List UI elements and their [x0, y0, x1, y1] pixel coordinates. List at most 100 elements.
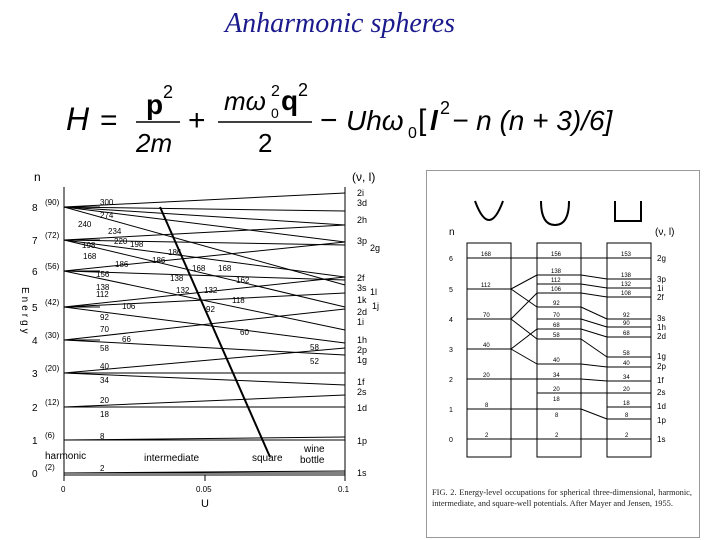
- state-label: 1j: [372, 301, 379, 311]
- formula-p-exp: 2: [163, 82, 173, 102]
- col2-number: 112: [551, 278, 561, 284]
- level-number: 92: [100, 313, 109, 322]
- occupation: (56): [45, 262, 60, 271]
- level-number: 112: [96, 290, 109, 299]
- state-label: 1k: [357, 295, 367, 305]
- level-number: 186: [168, 248, 182, 257]
- right-energy-diagram: n (ν, l) 6 5 4 3 2 1 0 168 112 70 40 20 …: [449, 200, 674, 458]
- right-state-label: 1f: [657, 376, 664, 385]
- level-number: 234: [108, 227, 122, 236]
- level-number: 66: [122, 335, 131, 344]
- col2-number: 8: [555, 413, 559, 419]
- right-n-tick: 6: [449, 256, 453, 263]
- col1-number: 2: [485, 433, 489, 439]
- col3-number: 90: [623, 321, 630, 327]
- n-tick-8: 8: [32, 203, 38, 214]
- right-state-label: 1d: [657, 402, 666, 411]
- level-number: 198: [130, 240, 144, 249]
- formula-bracket: [: [418, 104, 427, 137]
- right-state-label: 2p: [657, 362, 666, 371]
- n-tick-2: 2: [32, 403, 38, 414]
- state-label: 2d: [357, 307, 367, 317]
- region-wine: wine: [303, 444, 325, 455]
- state-label: 1p: [357, 436, 367, 446]
- right-state-label: 2d: [657, 332, 666, 341]
- right-state-label: 3s: [657, 314, 665, 323]
- state-label: 1i: [357, 317, 364, 327]
- col3-number: 40: [623, 361, 630, 367]
- x-tick: 0.1: [338, 485, 350, 494]
- level-number: 118: [232, 296, 245, 305]
- col2-number: 68: [553, 323, 560, 329]
- occupation: (30): [45, 331, 60, 340]
- right-n-tick: 3: [449, 347, 453, 354]
- right-figure-panel: n (ν, l) 6 5 4 3 2 1 0 168 112 70 40 20 …: [426, 170, 700, 538]
- right-state-label: 1i: [657, 284, 663, 293]
- col1-number: 168: [481, 252, 492, 258]
- level-number: 168: [83, 252, 97, 261]
- col3-number: 34: [623, 375, 630, 381]
- n-tick-6: 6: [32, 267, 38, 278]
- level-number: 34: [100, 376, 109, 385]
- state-label: 2s: [357, 387, 367, 397]
- level-number: 138: [96, 283, 110, 292]
- col1-number: 70: [483, 313, 490, 319]
- figure-caption: FIG. 2. Energy-level occupations for sph…: [432, 488, 692, 508]
- right-n-label: n: [449, 227, 455, 238]
- square-cutoff-line: [159, 206, 271, 458]
- col2-number: 92: [553, 301, 560, 307]
- level-number: 274: [100, 211, 114, 220]
- level-number: 198: [82, 241, 96, 250]
- n-tick-0: 0: [32, 469, 38, 480]
- level-number: 58: [310, 343, 319, 352]
- level-number: 132: [204, 286, 218, 295]
- col3-number: 20: [623, 387, 630, 393]
- col1-number: 40: [483, 343, 490, 349]
- col2-number: 20: [553, 387, 560, 393]
- level-number: 40: [100, 362, 109, 371]
- level-number: 70: [100, 325, 109, 334]
- formula-sub0: 0: [408, 125, 417, 142]
- region-intermediate: intermediate: [144, 453, 199, 464]
- col2-number: 138: [551, 269, 562, 275]
- right-state-label: 1s: [657, 435, 665, 444]
- formula-omega-exp: 2: [271, 83, 280, 100]
- col3-number: 68: [623, 331, 630, 337]
- level-number: 106: [122, 302, 136, 311]
- col2-number: 2: [555, 433, 559, 439]
- formula-H: H: [66, 101, 90, 137]
- right-n-tick: 5: [449, 287, 453, 294]
- formula-2m: 2m: [135, 128, 172, 158]
- n-tick-1: 1: [32, 436, 38, 447]
- col3-number: 132: [621, 282, 632, 288]
- col3-number: 2: [625, 433, 629, 439]
- col2-number: 106: [551, 287, 562, 293]
- level-number: 60: [240, 328, 249, 337]
- level-number: 2: [100, 464, 105, 473]
- col1-number: 112: [481, 283, 491, 289]
- level-number: 20: [100, 396, 109, 405]
- energy-label: Energy: [19, 287, 30, 337]
- right-n-tick: 4: [449, 317, 453, 324]
- formula-eq: =: [100, 104, 118, 137]
- level-number: 52: [310, 357, 319, 366]
- level-number: 240: [78, 220, 92, 229]
- state-label: 2g: [370, 243, 380, 253]
- col2-number: 18: [553, 397, 560, 403]
- formula-rest: − n (n + 3)/6]: [452, 105, 614, 136]
- n-tick-4: 4: [32, 336, 38, 347]
- level-number: 168: [218, 264, 232, 273]
- col3-number: 138: [621, 273, 632, 279]
- col1-number: 8: [485, 403, 489, 409]
- right-state-label: 2f: [657, 293, 664, 302]
- n-tick-5: 5: [32, 303, 38, 314]
- occupation: (90): [45, 198, 60, 207]
- col3-number: 8: [625, 413, 629, 419]
- right-state-label: 2g: [657, 254, 666, 263]
- col2-number: 40: [553, 358, 560, 364]
- n-tick-3: 3: [32, 369, 38, 380]
- level-number: 168: [192, 264, 206, 273]
- x-axis-label: U: [201, 498, 209, 510]
- state-label: 2h: [357, 215, 367, 225]
- region-square: square: [252, 453, 283, 464]
